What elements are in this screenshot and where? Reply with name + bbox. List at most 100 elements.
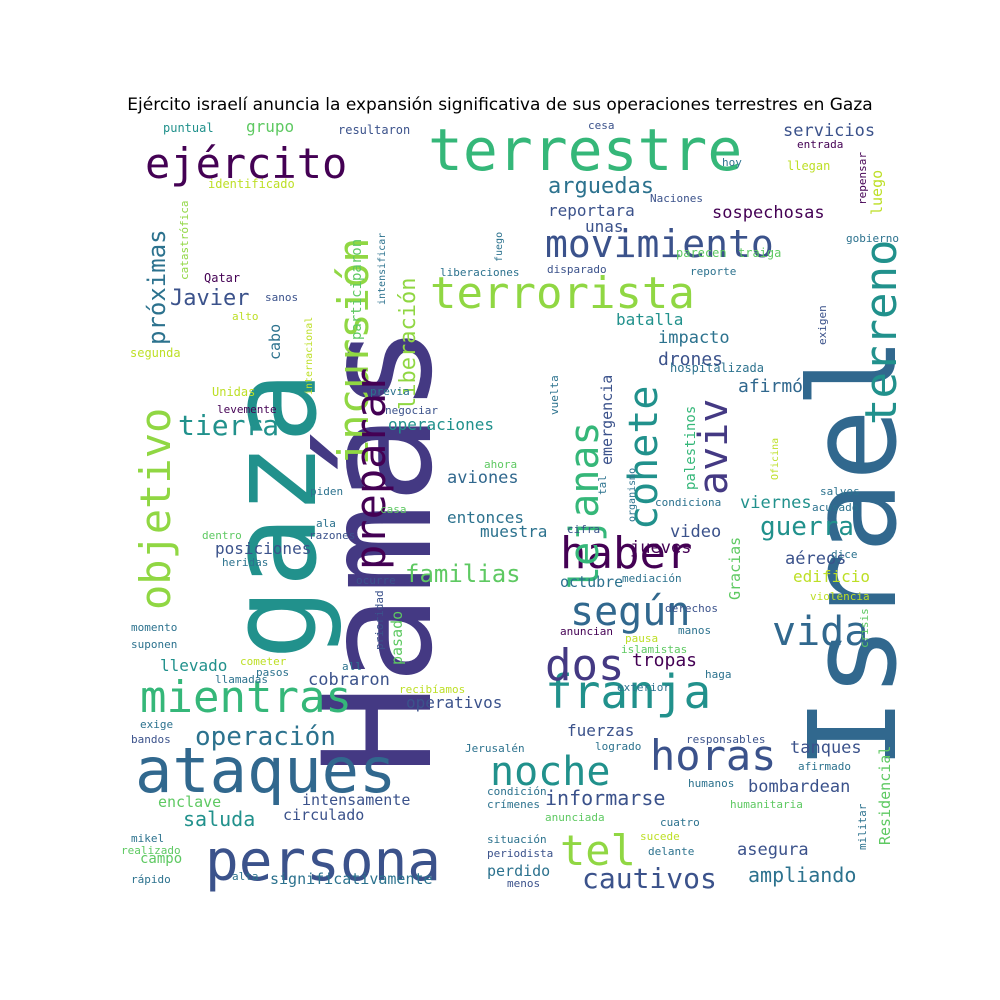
word-responsables: responsables: [686, 733, 765, 746]
word-reportara: reportara: [548, 201, 635, 220]
word-terrorista: terrorista: [430, 268, 695, 319]
word-impacto: impacto: [658, 328, 730, 348]
word-cautivos: cautivos: [582, 862, 717, 895]
word-manos: manos: [678, 624, 711, 637]
word-exterior: exterior: [617, 681, 670, 694]
word-batalla: batalla: [616, 310, 683, 329]
word-delante: delante: [648, 845, 694, 858]
word-cabo: cabo: [266, 324, 284, 360]
word-gaza: gaza: [205, 371, 344, 660]
word-enclave: enclave: [158, 793, 221, 811]
word-operaciones: operaciones: [388, 415, 494, 434]
word-llevado: llevado: [160, 656, 227, 675]
word-fuego: fuego: [494, 232, 505, 262]
word-cobraron: cobraron: [308, 670, 390, 690]
word-mediacion: mediación: [622, 572, 682, 585]
word-heridas: heridas: [222, 556, 268, 569]
word-jerusalen: Jerusalén: [465, 742, 525, 755]
word-unidas: Unidas: [212, 385, 255, 399]
word-periodista: periodista: [487, 847, 553, 860]
word-puntual: puntual: [163, 121, 214, 135]
word-preparar: preparar: [346, 368, 395, 570]
word-viernes: viernes: [740, 493, 812, 513]
word-emergencia: emergencia: [598, 375, 616, 465]
word-cifra: cifra: [567, 523, 600, 536]
word-israel: Israel: [785, 337, 924, 770]
word-vida: vida: [772, 609, 868, 655]
word-ataques: ataques: [135, 734, 396, 807]
word-hospitalizada: hospitalizada: [670, 361, 764, 375]
word-negociar: negociar: [385, 404, 438, 417]
word-dice: dice: [831, 548, 858, 561]
word-noche: noche: [490, 749, 610, 795]
word-operativos: operativos: [406, 693, 502, 712]
word-salvos: salvos: [820, 485, 860, 498]
word-intensificar: intensificar: [377, 233, 388, 305]
word-condicion: condición: [487, 785, 547, 798]
word-repensar: repensar: [856, 152, 869, 205]
word-crimenes: crímenes: [487, 798, 540, 811]
word-alta: alta: [232, 870, 259, 883]
word-humanitaria: humanitaria: [730, 798, 803, 811]
word-cesa: cesa: [588, 119, 615, 132]
word-lejanas: lejanas: [562, 421, 608, 590]
word-previa: previa: [370, 385, 410, 398]
word-luego: luego: [868, 170, 886, 215]
word-militar: militar: [856, 803, 869, 850]
word-disparado: disparado: [547, 263, 607, 276]
word-llegan: llegan: [787, 159, 830, 173]
word-muestra: muestra: [480, 522, 547, 541]
word-jueves: jueves: [630, 538, 691, 558]
word-vuelta: vuelta: [548, 375, 561, 415]
word-tel: tel: [560, 826, 636, 875]
word-sucede: sucede: [640, 830, 680, 843]
word-terreno: terreno: [856, 240, 907, 425]
word-naciones: Naciones: [650, 192, 703, 205]
word-tal: tal: [596, 475, 609, 495]
word-situacion: situación: [487, 833, 547, 846]
word-condiciona: condiciona: [655, 496, 721, 509]
word-participaron: participaron: [349, 239, 365, 340]
word-sanos: sanos: [265, 291, 298, 304]
word-cohete: cohete: [621, 386, 667, 531]
word-objetivo: objetivo: [131, 408, 180, 610]
word-identificado: identificado: [208, 177, 295, 191]
word-perdido: perdido: [487, 862, 550, 880]
word-aviones: aviones: [447, 468, 519, 488]
word-logrado: logrado: [595, 740, 641, 753]
word-ahora: ahora: [484, 458, 517, 471]
word-ejercito: ejército: [145, 139, 347, 188]
word-unas: unas: [585, 217, 624, 236]
word-haga: haga: [705, 668, 732, 681]
word-razones: razones: [309, 529, 355, 542]
word-significativamente: significativamente: [270, 870, 433, 888]
word-intensamente: intensamente: [302, 791, 410, 809]
word-pausa: pausa: [625, 632, 658, 645]
word-segun: según: [570, 589, 690, 635]
word-sospechosas: sospechosas: [712, 203, 825, 223]
word-gobierno: gobierno: [846, 232, 899, 245]
word-afirmo: afirmó: [738, 376, 803, 397]
word-familias: familias: [405, 560, 521, 588]
word-edificio: edificio: [793, 567, 870, 586]
word-traiga: traiga: [738, 246, 781, 260]
word-humanos: humanos: [688, 777, 734, 790]
word-anuncian: anuncian: [560, 625, 613, 638]
word-piden: piden: [310, 485, 343, 498]
word-pasado: pasado: [388, 611, 406, 665]
word-violencia: violencia: [810, 590, 870, 603]
word-campo: campo: [140, 851, 182, 867]
word-menos: menos: [507, 877, 540, 890]
word-acusado: acusado: [812, 501, 858, 514]
word-posiciones: posiciones: [215, 539, 311, 558]
word-arguedas: arguedas: [548, 174, 654, 199]
word-ala: ala: [316, 517, 336, 530]
word-cuatro: cuatro: [660, 816, 700, 829]
word-terrestre: terrestre: [428, 116, 742, 184]
word-resultaron: resultaron: [338, 123, 410, 137]
word-crisis: crisis: [858, 608, 871, 648]
word-aviv: aviv: [691, 399, 737, 495]
word-horas: horas: [650, 731, 776, 780]
word-suponen: suponen: [131, 638, 177, 651]
